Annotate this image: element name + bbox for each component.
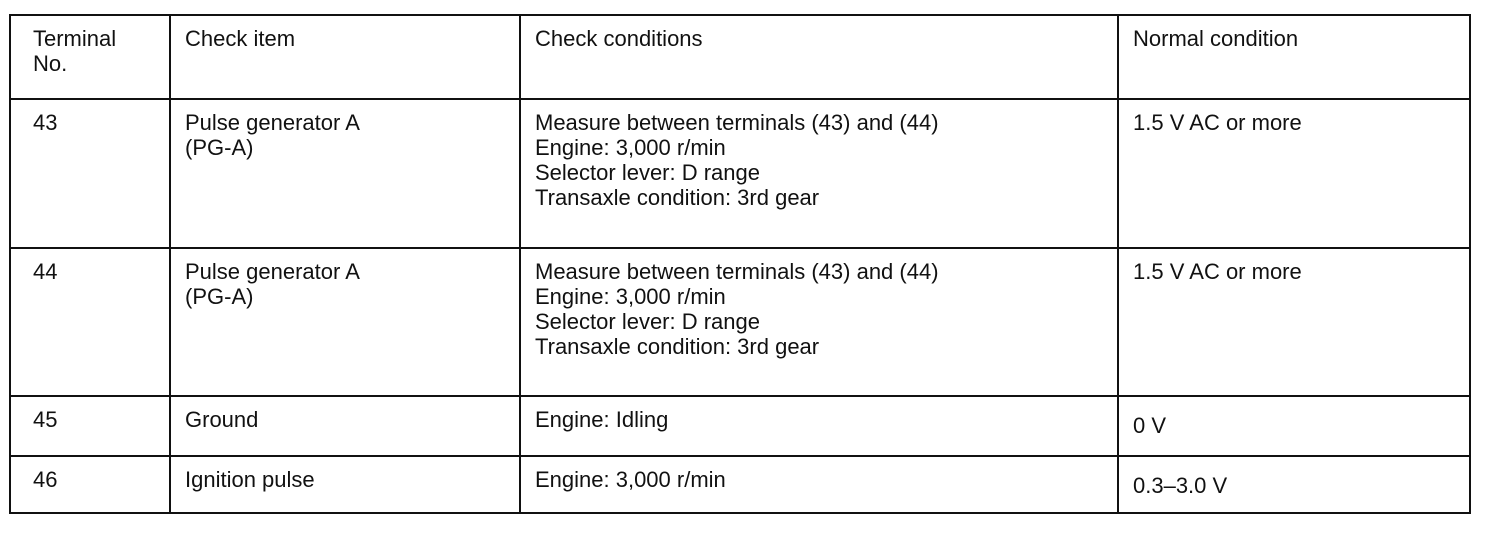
condition-line: Measure between terminals (43) and (44) xyxy=(535,259,939,284)
conditions-cell: Measure between terminals (43) and (44) E… xyxy=(519,98,1119,249)
item-line: Ignition pulse xyxy=(185,467,315,492)
condition-line: Engine: 3,000 r/min xyxy=(535,284,726,309)
table-row: 44 Pulse generator A (PG-A) Measure betwe… xyxy=(9,247,1471,397)
header-terminal-no: Terminal No. xyxy=(9,14,171,100)
header-text: Check item xyxy=(185,26,296,51)
conditions-cell: Measure between terminals (43) and (44) E… xyxy=(519,247,1119,397)
item-cell: Pulse generator A (PG-A) xyxy=(169,247,521,397)
normal-cell: 1.5 V AC or more xyxy=(1117,247,1471,397)
item-line: Pulse generator A xyxy=(185,110,360,135)
item-cell: Ground xyxy=(169,395,521,457)
condition-line: Selector lever: D range xyxy=(535,160,760,185)
condition-line: Engine: 3,000 r/min xyxy=(535,135,726,160)
header-check-item: Check item xyxy=(169,14,521,100)
header-text: Terminal xyxy=(33,26,117,51)
condition-line: Selector lever: D range xyxy=(535,309,760,334)
table-row: 46 Ignition pulse Engine: 3,000 r/min 0.… xyxy=(9,455,1471,514)
condition-line: Measure between terminals (43) and (44) xyxy=(535,110,939,135)
terminal-cell: 46 xyxy=(9,455,171,514)
header-normal-condition: Normal condition xyxy=(1117,14,1471,100)
terminal-cell: 45 xyxy=(9,395,171,457)
header-text: Check conditions xyxy=(535,26,703,51)
header-row: Terminal No. Check item Check conditions … xyxy=(9,14,1471,100)
item-cell: Pulse generator A (PG-A) xyxy=(169,98,521,249)
item-line: (PG-A) xyxy=(185,284,254,309)
table-row: 43 Pulse generator A (PG-A) Measure betwe… xyxy=(9,98,1471,249)
conditions-cell: Engine: 3,000 r/min xyxy=(519,455,1119,514)
item-line: Ground xyxy=(185,407,259,432)
condition-line: Transaxle condition: 3rd gear xyxy=(535,334,820,359)
terminal-check-table: Terminal No. Check item Check conditions … xyxy=(9,14,1471,514)
normal-cell: 0 V xyxy=(1117,395,1471,457)
item-cell: Ignition pulse xyxy=(169,455,521,514)
item-line: Pulse generator A xyxy=(185,259,360,284)
condition-line: Engine: Idling xyxy=(535,407,669,432)
terminal-cell: 43 xyxy=(9,98,171,249)
normal-cell: 1.5 V AC or more xyxy=(1117,98,1471,249)
header-check-conditions: Check conditions xyxy=(519,14,1119,100)
header-text: No. xyxy=(33,51,68,76)
header-text: Normal condition xyxy=(1133,26,1299,51)
condition-line: Transaxle condition: 3rd gear xyxy=(535,185,820,210)
condition-line: Engine: 3,000 r/min xyxy=(535,467,726,492)
conditions-cell: Engine: Idling xyxy=(519,395,1119,457)
normal-cell: 0.3–3.0 V xyxy=(1117,455,1471,514)
terminal-cell: 44 xyxy=(9,247,171,397)
item-line: (PG-A) xyxy=(185,135,254,160)
table-row: 45 Ground Engine: Idling 0 V xyxy=(9,395,1471,457)
